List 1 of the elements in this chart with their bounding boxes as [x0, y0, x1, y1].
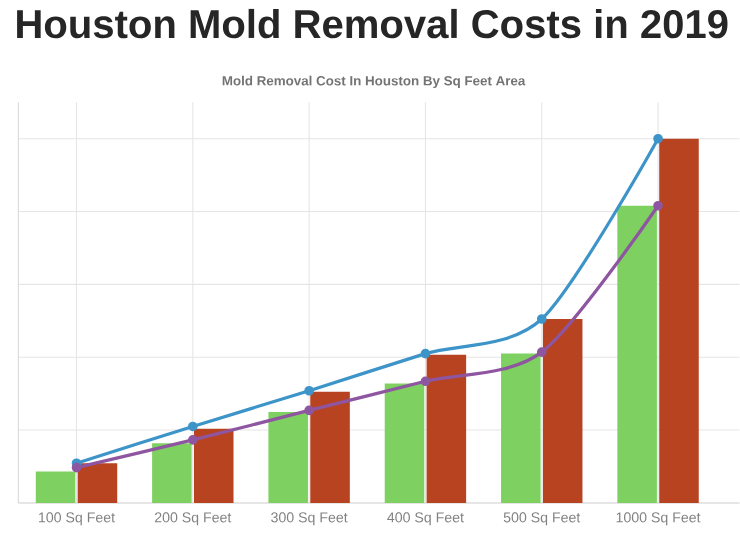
chart-title: Houston Mold Removal Costs in 2019: [17, 8, 728, 39]
